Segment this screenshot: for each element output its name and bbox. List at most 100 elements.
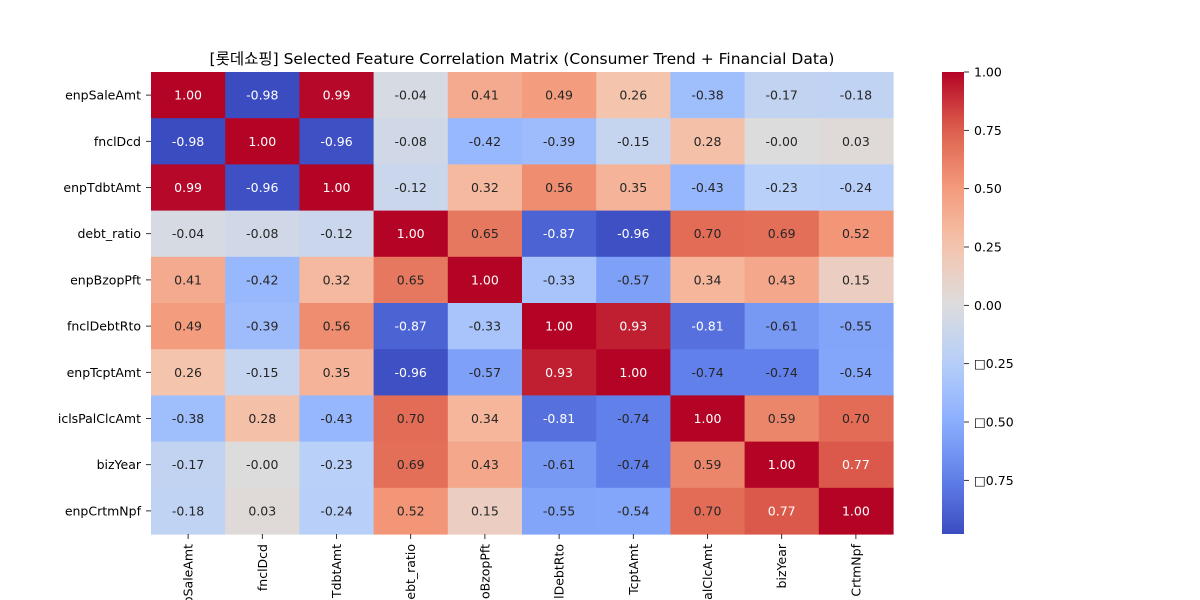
heatmap-cell-0-0 <box>151 72 226 119</box>
cell-value-label-0-3: -0.04 <box>395 88 427 103</box>
cell-value-label-4-8: 0.43 <box>768 272 796 287</box>
heatmap-cell-6-7 <box>670 349 746 396</box>
heatmap-cell-4-0 <box>151 256 226 304</box>
cell-value-label-6-9: -0.54 <box>840 365 872 380</box>
heatmap-cell-1-2 <box>299 118 375 165</box>
heatmap-cell-9-5 <box>522 487 597 535</box>
cell-value-label-2-2: 1.00 <box>323 180 351 195</box>
heatmap-cell-7-0 <box>151 395 226 443</box>
cell-value-label-4-3: 0.65 <box>397 272 425 287</box>
heatmap-cell-7-6 <box>596 395 671 443</box>
heatmap-cell-5-3 <box>373 303 449 350</box>
cell-value-label-2-4: 0.32 <box>471 180 499 195</box>
heatmap-cell-5-1 <box>225 303 300 350</box>
heatmap-cell-3-3 <box>373 210 449 258</box>
heatmap-cell-7-1 <box>225 395 300 443</box>
column-label: alClcAmt <box>700 544 715 600</box>
cell-value-label-0-7: -0.38 <box>691 88 723 103</box>
heatmap-cell-9-8 <box>744 487 820 535</box>
heatmap-cell-6-6 <box>596 349 671 396</box>
row-label: iclsPalClcAmt <box>58 411 141 426</box>
cell-value-label-5-3: -0.87 <box>395 319 427 334</box>
heatmap-cell-6-0 <box>151 349 226 396</box>
heatmap-cell-6-5 <box>522 349 597 396</box>
cell-value-label-7-8: 0.59 <box>768 411 796 426</box>
colorbar-tick-label: 0.00 <box>974 298 1002 313</box>
column-label: lDebtRto <box>552 544 567 599</box>
cell-value-label-0-0: 1.00 <box>174 88 202 103</box>
heatmap-cell-9-9 <box>818 487 894 535</box>
cell-value-label-9-1: 0.03 <box>248 503 276 518</box>
cell-value-label-5-6: 0.93 <box>619 319 647 334</box>
heatmap-cell-4-7 <box>670 256 746 304</box>
cell-value-label-8-9: 0.77 <box>842 457 870 472</box>
heatmap-cell-8-3 <box>373 441 449 489</box>
heatmap-cell-3-6 <box>596 210 671 258</box>
heatmap-cell-4-5 <box>522 256 597 304</box>
cell-value-label-3-6: -0.96 <box>617 226 649 241</box>
cell-value-label-8-2: -0.23 <box>320 457 352 472</box>
colorbar-tick-label: □0.75 <box>974 473 1014 488</box>
column-label: TdbtAmt <box>329 544 344 599</box>
heatmap-cell-6-4 <box>447 349 523 396</box>
cell-value-label-2-8: -0.23 <box>766 180 798 195</box>
row-label: bizYear <box>97 457 142 472</box>
colorbar-tick-label: 0.25 <box>974 240 1002 255</box>
heatmap-cell-0-6 <box>596 72 671 119</box>
cell-value-label-6-1: -0.15 <box>246 365 278 380</box>
row-label: enpTcptAmt <box>67 365 141 380</box>
cell-value-label-3-9: 0.52 <box>842 226 870 241</box>
cell-value-label-7-0: -0.38 <box>172 411 204 426</box>
heatmap-cell-2-5 <box>522 164 597 212</box>
heatmap-cell-6-1 <box>225 349 300 396</box>
heatmap-cell-9-7 <box>670 487 746 535</box>
cell-value-label-3-5: -0.87 <box>543 226 575 241</box>
colorbar-tick-label: 0.50 <box>974 181 1002 196</box>
row-label: enpTdbtAmt <box>63 180 141 195</box>
heatmap-cell-3-7 <box>670 210 746 258</box>
row-label: enpSaleAmt <box>65 88 141 103</box>
heatmap-cell-7-3 <box>373 395 449 443</box>
cell-value-label-1-0: -0.98 <box>172 134 204 149</box>
cell-value-label-1-8: -0.00 <box>766 134 798 149</box>
column-label: ebt_ratio <box>403 544 418 600</box>
cell-value-label-1-2: -0.96 <box>320 134 352 149</box>
cell-value-label-0-9: -0.18 <box>840 88 872 103</box>
heatmap-cell-3-5 <box>522 210 597 258</box>
cell-value-label-9-5: -0.55 <box>543 503 575 518</box>
cell-value-label-8-7: 0.59 <box>694 457 722 472</box>
heatmap-cell-8-2 <box>299 441 375 489</box>
heatmap-cell-0-4 <box>447 72 523 119</box>
cell-value-label-1-4: -0.42 <box>469 134 501 149</box>
heatmap-cell-2-2 <box>299 164 375 212</box>
row-labels: enpSaleAmt fnclDcd enpTdbtAmt debt_ratioenp… <box>58 88 151 518</box>
column-label: TcptAmt <box>626 544 641 596</box>
heatmap-cell-0-2 <box>299 72 375 119</box>
heatmap-cell-9-6 <box>596 487 671 535</box>
cell-value-label-0-4: 0.41 <box>471 88 499 103</box>
cell-value-label-9-4: 0.15 <box>471 503 499 518</box>
cell-value-label-4-4: 1.00 <box>471 272 499 287</box>
heatmap-cell-5-6 <box>596 303 671 350</box>
cell-value-label-5-8: -0.61 <box>766 319 798 334</box>
cell-value-label-2-1: -0.96 <box>246 180 278 195</box>
cell-value-label-2-7: -0.43 <box>691 180 723 195</box>
cell-value-label-7-5: -0.81 <box>543 411 575 426</box>
heatmap-cell-6-3 <box>373 349 449 396</box>
cell-value-label-3-2: -0.12 <box>320 226 352 241</box>
cell-value-label-3-8: 0.69 <box>768 226 796 241</box>
cell-value-label-4-0: 0.41 <box>174 272 202 287</box>
cell-value-label-4-6: -0.57 <box>617 272 649 287</box>
heatmap-cell-1-1 <box>225 118 300 165</box>
cell-value-label-5-5: 1.00 <box>545 319 573 334</box>
cell-value-label-6-3: -0.96 <box>395 365 427 380</box>
heatmap-cell-6-9 <box>818 349 894 396</box>
heatmap-cell-8-1 <box>225 441 300 489</box>
heatmap-cell-8-4 <box>447 441 523 489</box>
colorbar-tick-label: □0.25 <box>974 356 1014 371</box>
cell-value-label-9-2: -0.24 <box>320 503 352 518</box>
cell-value-label-5-2: 0.56 <box>323 319 351 334</box>
row-label: enpCrtmNpf <box>65 503 142 518</box>
cell-value-label-9-6: -0.54 <box>617 503 649 518</box>
